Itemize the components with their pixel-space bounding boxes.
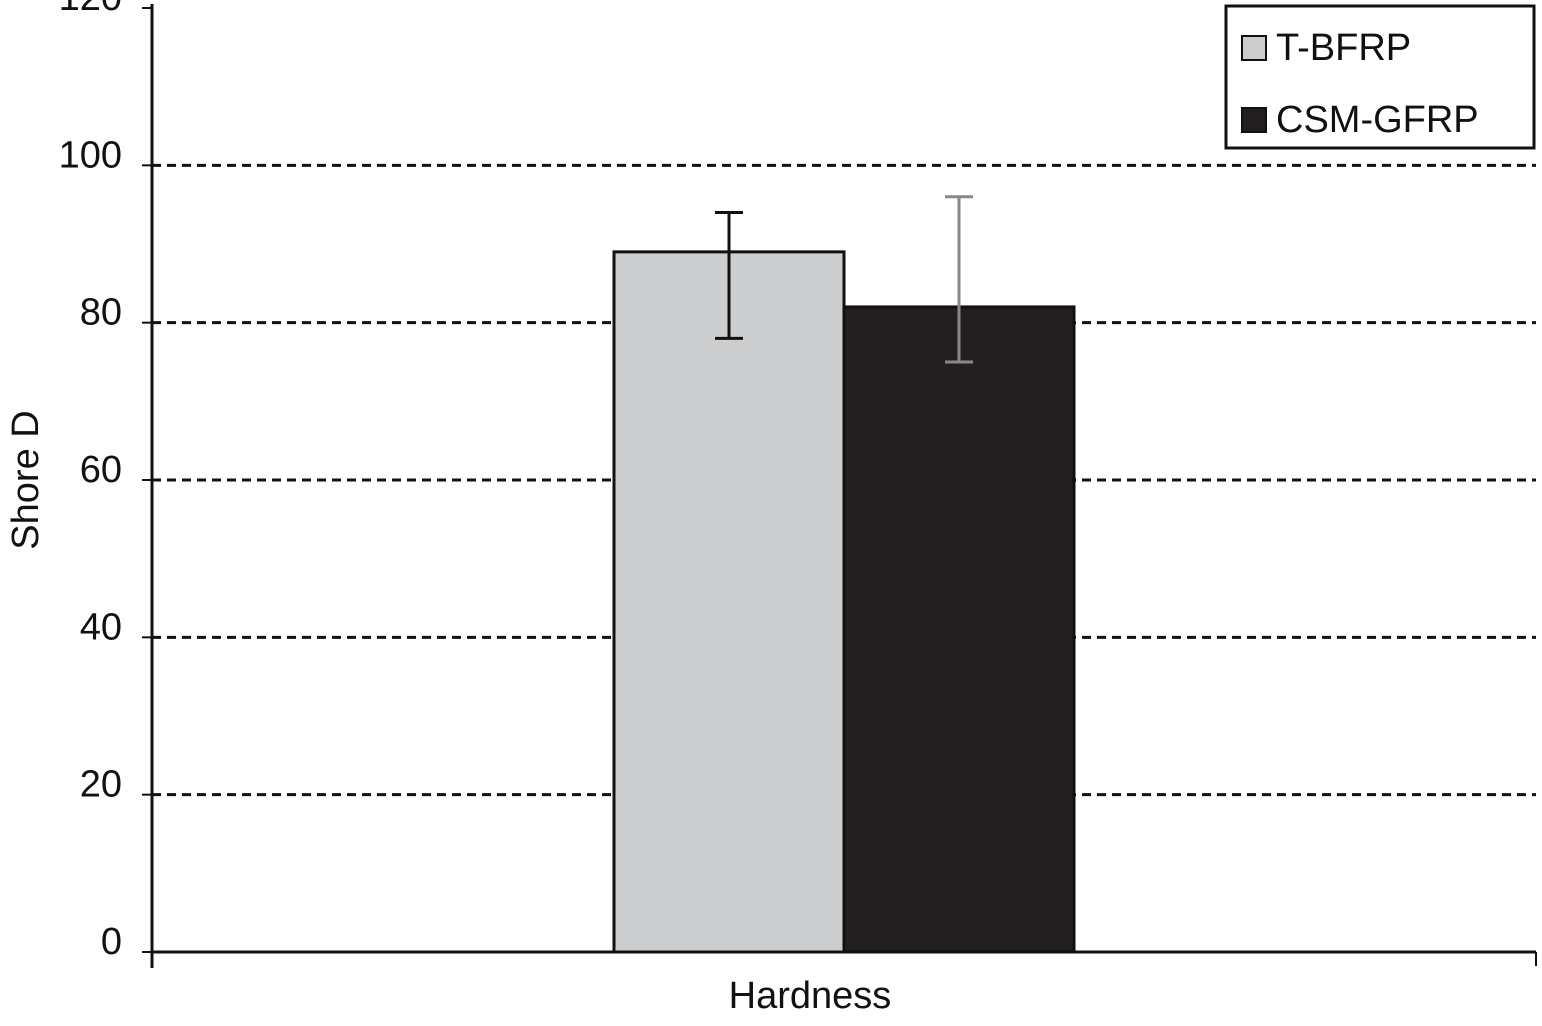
x-tick-label: Hardness — [729, 975, 892, 1017]
bar — [842, 305, 1076, 954]
bar — [612, 250, 846, 954]
y-tick-label: 80 — [80, 292, 122, 334]
legend-swatch — [1241, 107, 1267, 133]
y-tick-label: 120 — [59, 0, 122, 19]
y-axis-title: Shore D — [5, 410, 47, 549]
y-tick-label: 60 — [80, 449, 122, 491]
y-tick-label: 40 — [80, 606, 122, 648]
legend-box — [1224, 4, 1536, 150]
legend-swatch — [1241, 35, 1267, 61]
y-tick-label: 0 — [101, 921, 122, 963]
y-tick-label: 20 — [80, 764, 122, 806]
legend-label: T-BFRP — [1276, 27, 1411, 69]
legend-label: CSM-GFRP — [1276, 99, 1479, 141]
y-tick-label: 100 — [59, 134, 122, 176]
